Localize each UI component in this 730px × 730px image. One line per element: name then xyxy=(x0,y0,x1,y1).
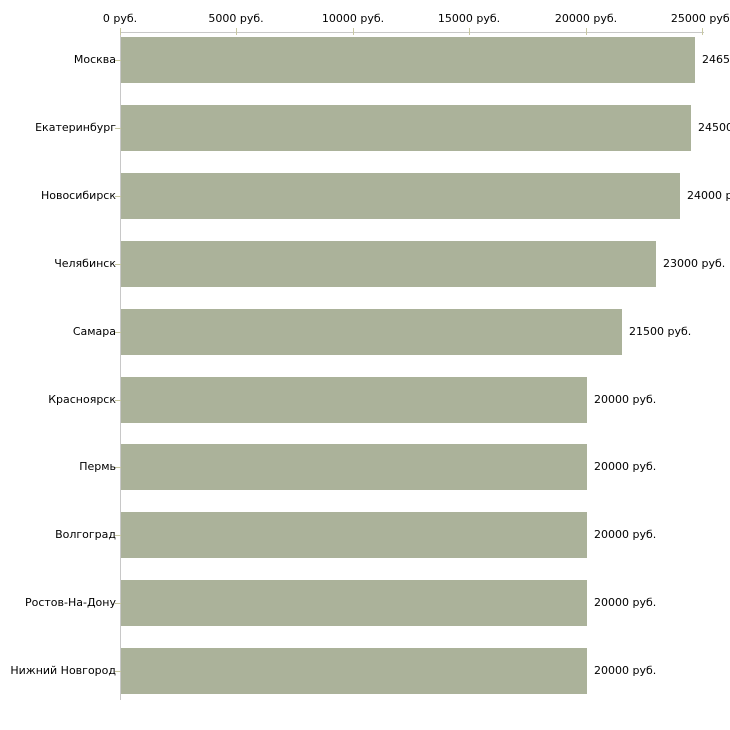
category-label: Ростов-На-Дону xyxy=(24,596,116,609)
category-label: Нижний Новгород xyxy=(10,664,116,677)
x-axis-tick xyxy=(236,28,237,35)
y-axis-tick xyxy=(115,603,122,604)
value-label: 24650 руб. xyxy=(702,53,730,66)
y-axis-line xyxy=(120,32,121,700)
x-axis-tick-label: 15000 руб. xyxy=(437,12,501,25)
category-label: Новосибирск xyxy=(40,189,116,202)
bar xyxy=(121,241,656,287)
value-label: 20000 руб. xyxy=(594,460,657,473)
x-axis-tick-label: 25000 руб. xyxy=(670,12,730,25)
category-label: Пермь xyxy=(79,460,116,473)
bar xyxy=(121,309,622,355)
value-label: 24500 руб. xyxy=(698,121,730,134)
category-label: Москва xyxy=(73,53,116,66)
value-label: 23000 руб. xyxy=(663,257,726,270)
x-axis-tick-label: 5000 руб. xyxy=(208,12,264,25)
category-label: Челябинск xyxy=(54,257,116,270)
y-axis-tick xyxy=(115,332,122,333)
category-label: Екатеринбург xyxy=(35,121,116,134)
x-axis-tick-label: 10000 руб. xyxy=(321,12,385,25)
x-axis-tick xyxy=(120,28,121,35)
value-label: 24000 руб. xyxy=(687,189,730,202)
y-axis-tick xyxy=(115,467,122,468)
bar xyxy=(121,37,695,83)
bar xyxy=(121,512,587,558)
category-label: Волгоград xyxy=(55,528,116,541)
y-axis-tick xyxy=(115,400,122,401)
x-axis-tick xyxy=(702,28,703,35)
bar xyxy=(121,580,587,626)
value-label: 20000 руб. xyxy=(594,393,657,406)
y-axis-tick xyxy=(115,264,122,265)
y-axis-tick xyxy=(115,128,122,129)
x-axis-tick-label: 0 руб. xyxy=(102,12,138,25)
value-label: 20000 руб. xyxy=(594,528,657,541)
bar xyxy=(121,648,587,694)
y-axis-tick xyxy=(115,671,122,672)
x-axis-tick-label: 20000 руб. xyxy=(554,12,618,25)
x-axis-tick xyxy=(353,28,354,35)
y-axis-tick xyxy=(115,535,122,536)
value-label: 20000 руб. xyxy=(594,664,657,677)
y-axis-tick xyxy=(115,196,122,197)
x-axis-line xyxy=(120,32,704,33)
value-label: 21500 руб. xyxy=(629,325,692,338)
category-label: Красноярск xyxy=(48,393,116,406)
x-axis-tick xyxy=(586,28,587,35)
bar xyxy=(121,105,691,151)
bar xyxy=(121,377,587,423)
value-label: 20000 руб. xyxy=(594,596,657,609)
x-axis-tick xyxy=(469,28,470,35)
y-axis-tick xyxy=(115,60,122,61)
bar xyxy=(121,173,680,219)
bar xyxy=(121,444,587,490)
category-label: Самара xyxy=(72,325,116,338)
